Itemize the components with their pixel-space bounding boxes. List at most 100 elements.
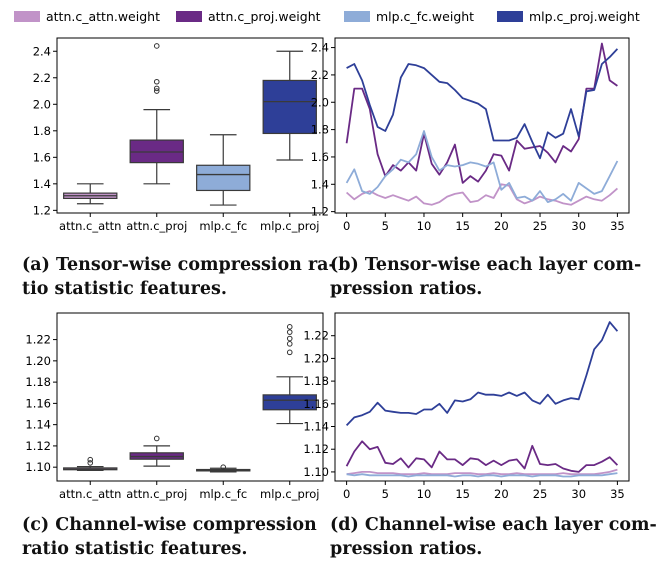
caption-d-line2: pression ratios. <box>330 539 483 559</box>
x-tick-label: 10 <box>417 219 432 233</box>
x-tick-label: 25 <box>533 487 548 501</box>
x-tick-label: attn.c_attn <box>59 487 121 501</box>
outlier-point <box>87 460 94 466</box>
y-tick-label: 1.4 <box>311 177 329 191</box>
panel-b-lineplot: 1.2 1.4 1.6 1.8 2.0 2.2 2.4 0 5 10 15 20 25 30 35 <box>311 37 630 233</box>
x-tick-label: 30 <box>571 487 586 501</box>
x-tick-label: 0 <box>343 219 350 233</box>
y-tick-label: 1.14 <box>25 418 51 432</box>
x-tick-label: 20 <box>494 487 509 501</box>
series-line-attn-c_proj-weight <box>345 440 619 473</box>
outlier-point <box>286 341 293 347</box>
x-tick-label: 20 <box>494 219 509 233</box>
box-mlp-c_fc <box>196 164 251 192</box>
y-tick-label: 1.20 <box>25 354 51 368</box>
outlier-point <box>286 329 293 335</box>
y-tick-label: 2.0 <box>33 97 51 111</box>
y-tick-label: 1.12 <box>303 442 329 456</box>
axes-frame <box>334 312 630 482</box>
legend-swatch <box>497 11 523 22</box>
outlier-point <box>153 88 160 94</box>
legend-label: attn.c_proj.weight <box>208 9 321 24</box>
y-tick-label: 1.18 <box>303 374 329 388</box>
caption-c-line1: (c) Channel-wise compression <box>22 515 317 535</box>
x-tick-label: 15 <box>455 219 470 233</box>
y-tick-label: 1.18 <box>25 375 51 389</box>
caption-d-line1: (d) Channel-wise each layer com- <box>330 515 657 535</box>
x-tick-label: 15 <box>455 487 470 501</box>
y-tick-label: 1.14 <box>303 420 329 434</box>
legend: attn.c_attn.weight attn.c_proj.weight mlp.… <box>14 9 640 24</box>
y-tick-label: 1.16 <box>25 396 51 410</box>
x-tick-label: mlp.c_proj <box>260 219 319 233</box>
outlier-point <box>286 335 293 342</box>
axes-frame <box>56 312 324 482</box>
caption-a-line2: tio statistic features. <box>22 279 227 299</box>
y-tick-label: 1.22 <box>25 333 51 347</box>
x-tick-label: 35 <box>610 219 625 233</box>
x-tick-label: 25 <box>533 219 548 233</box>
panel-c-boxplot: 1.10 1.12 1.14 1.16 1.18 1.20 1.22 attn.c_attn a… <box>25 312 324 501</box>
caption-c-line2: ratio statistic features. <box>22 539 248 559</box>
axes-frame <box>56 37 324 214</box>
x-tick-label: attn.c_proj <box>126 487 187 501</box>
y-tick-label: 1.2 <box>311 205 329 219</box>
series-line-mlp-c_proj-weight <box>345 321 619 427</box>
series-line-attn-c_attn-weight <box>346 468 618 476</box>
y-tick-label: 1.8 <box>33 124 51 138</box>
y-tick-label: 1.20 <box>303 351 329 365</box>
series-line-attn-c_proj-weight <box>345 42 618 184</box>
y-tick-label: 1.16 <box>303 397 329 411</box>
x-tick-label: attn.c_attn <box>59 219 121 233</box>
series-line-attn-c_attn-weight <box>346 183 618 206</box>
outlier-point <box>286 349 293 356</box>
caption-b-line2: pression ratios. <box>330 279 483 299</box>
x-tick-label: mlp.c_proj <box>260 487 319 501</box>
series-line-mlp-c_fc-weight <box>346 472 618 478</box>
y-tick-label: 1.8 <box>311 123 329 137</box>
box-mlp-c_proj <box>262 79 317 135</box>
caption-b-line1: (b) Tensor-wise each layer com- <box>330 255 642 275</box>
x-tick-label: mlp.c_fc <box>199 487 247 501</box>
y-tick-label: 2.4 <box>33 44 51 58</box>
box-mlp-c_proj <box>262 394 317 411</box>
y-tick-label: 2.4 <box>311 41 329 55</box>
legend-swatch <box>176 11 202 22</box>
legend-swatch <box>344 11 370 22</box>
legend-label: mlp.c_fc.weight <box>376 9 474 24</box>
box-attn-c_proj <box>129 139 184 164</box>
outlier-point <box>286 324 293 330</box>
y-tick-label: 1.22 <box>303 329 329 343</box>
outlier-point <box>87 456 94 463</box>
outlier-point <box>153 85 160 92</box>
x-tick-label: 35 <box>610 487 625 501</box>
x-tick-label: mlp.c_fc <box>199 219 247 233</box>
panel-a-boxplot: 1.2 1.4 1.6 1.8 2.0 2.2 2.4 attn.c_attn attn.c_p… <box>33 37 324 233</box>
y-tick-label: 1.10 <box>303 465 329 479</box>
y-tick-label: 1.6 <box>33 150 51 164</box>
legend-label: attn.c_attn.weight <box>46 9 160 24</box>
y-tick-label: 1.2 <box>33 203 51 217</box>
x-tick-label: 10 <box>417 487 432 501</box>
y-tick-label: 2.0 <box>311 95 329 109</box>
outlier-point <box>153 435 160 442</box>
outlier-point <box>153 78 160 85</box>
x-tick-label: 5 <box>382 487 389 501</box>
series-line-mlp-c_fc-weight <box>345 130 619 204</box>
x-tick-label: 5 <box>382 219 389 233</box>
x-tick-label: 30 <box>571 219 586 233</box>
legend-label: mlp.c_proj.weight <box>529 9 640 24</box>
y-tick-label: 1.12 <box>25 439 51 453</box>
y-tick-label: 2.2 <box>33 71 51 85</box>
outlier-point <box>220 464 227 470</box>
y-tick-label: 2.2 <box>311 68 329 82</box>
caption-a-line1: (a) Tensor-wise compression ra- <box>22 255 336 275</box>
x-tick-label: attn.c_proj <box>126 219 187 233</box>
panel-d-lineplot: 1.10 1.12 1.14 1.16 1.18 1.20 1.22 0 5 10 15 20 25 30… <box>303 312 630 501</box>
outlier-point <box>153 43 160 49</box>
y-tick-label: 1.4 <box>33 177 51 191</box>
axes-frame <box>334 37 630 214</box>
x-tick-label: 0 <box>343 487 350 501</box>
y-tick-label: 1.6 <box>311 150 329 164</box>
